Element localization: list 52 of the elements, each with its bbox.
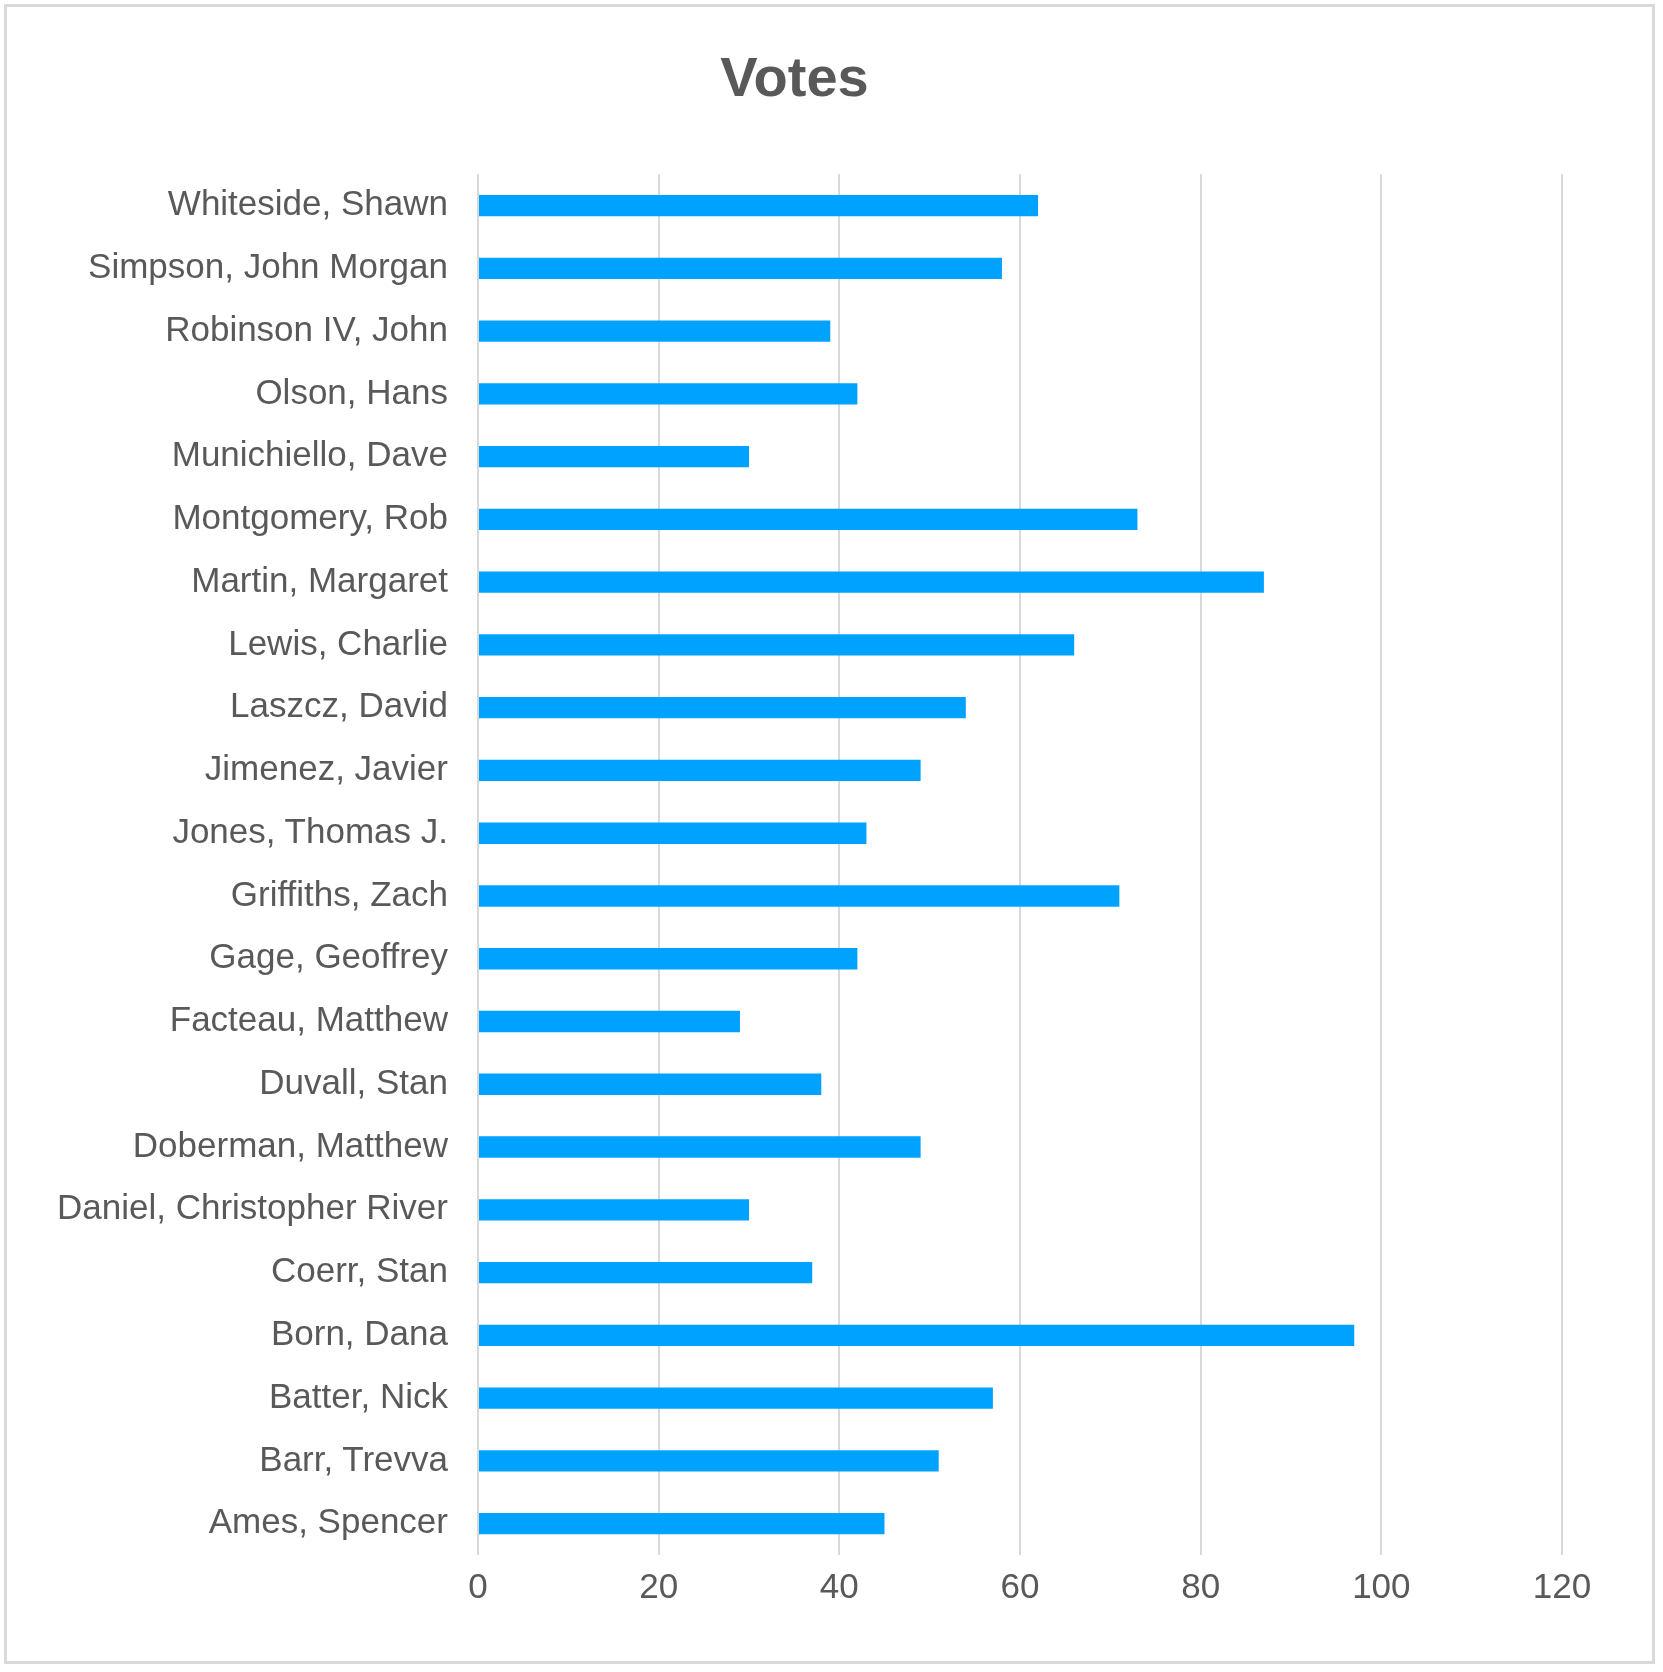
y-tick-label: Whiteside, Shawn	[167, 183, 448, 223]
y-tick-label: Gage, Geoffrey	[209, 936, 449, 976]
bar	[478, 759, 921, 782]
y-tick-label: Jones, Thomas J.	[172, 810, 448, 850]
bar	[478, 320, 831, 342]
bar	[478, 697, 966, 719]
y-tick-label: Barr, Trevva	[259, 1438, 449, 1478]
bar	[478, 1199, 749, 1221]
bar	[478, 508, 1138, 531]
y-tick-label: Jimenez, Javier	[204, 748, 449, 788]
bar	[478, 1073, 822, 1095]
y-tick-label: Doberman, Matthew	[132, 1124, 449, 1164]
y-tick-label: Duvall, Stan	[259, 1061, 448, 1101]
x-tick-label: 60	[1000, 1565, 1040, 1605]
bar	[478, 1324, 1355, 1346]
bar	[478, 257, 1002, 280]
bar	[478, 1261, 813, 1284]
y-tick-label: Robinson IV, John	[165, 308, 448, 348]
bar	[478, 885, 1120, 907]
x-tick-label: 20	[639, 1565, 679, 1605]
x-tick-label: 40	[819, 1565, 859, 1605]
bar	[478, 1512, 885, 1535]
y-tick-label: Daniel, Christopher River	[57, 1187, 449, 1227]
y-tick-label: Laszcz, David	[230, 685, 448, 725]
x-tick-label: 0	[468, 1565, 488, 1605]
y-tick-label: Batter, Nick	[269, 1375, 449, 1415]
y-tick-label: Ames, Spencer	[208, 1501, 449, 1541]
bar	[478, 1387, 993, 1409]
y-tick-label: Facteau, Matthew	[169, 999, 449, 1039]
y-tick-label: Munichiello, Dave	[171, 434, 448, 474]
y-tick-label: Montgomery, Rob	[172, 497, 448, 537]
bar	[478, 1136, 921, 1158]
bar	[478, 1450, 939, 1472]
bar	[478, 1010, 740, 1033]
chart-title: Votes	[720, 45, 869, 109]
bar	[478, 948, 858, 970]
bar	[478, 445, 749, 468]
bar	[478, 634, 1075, 656]
y-tick-label: Simpson, John Morgan	[88, 246, 448, 285]
y-tick-label: Griffiths, Zach	[230, 873, 448, 913]
x-tick-label: 120	[1532, 1565, 1592, 1605]
bar	[478, 194, 1039, 217]
x-tick-label: 80	[1181, 1565, 1221, 1605]
y-tick-label: Coerr, Stan	[270, 1250, 448, 1290]
x-tick-label: 100	[1352, 1565, 1411, 1605]
y-tick-label: Lewis, Charlie	[228, 622, 448, 662]
bar	[478, 383, 858, 405]
y-tick-label: Born, Dana	[270, 1312, 449, 1352]
y-tick-label: Martin, Margaret	[191, 559, 449, 599]
bar	[478, 822, 867, 844]
y-tick-label: Olson, Hans	[255, 371, 448, 411]
bar	[478, 571, 1264, 593]
